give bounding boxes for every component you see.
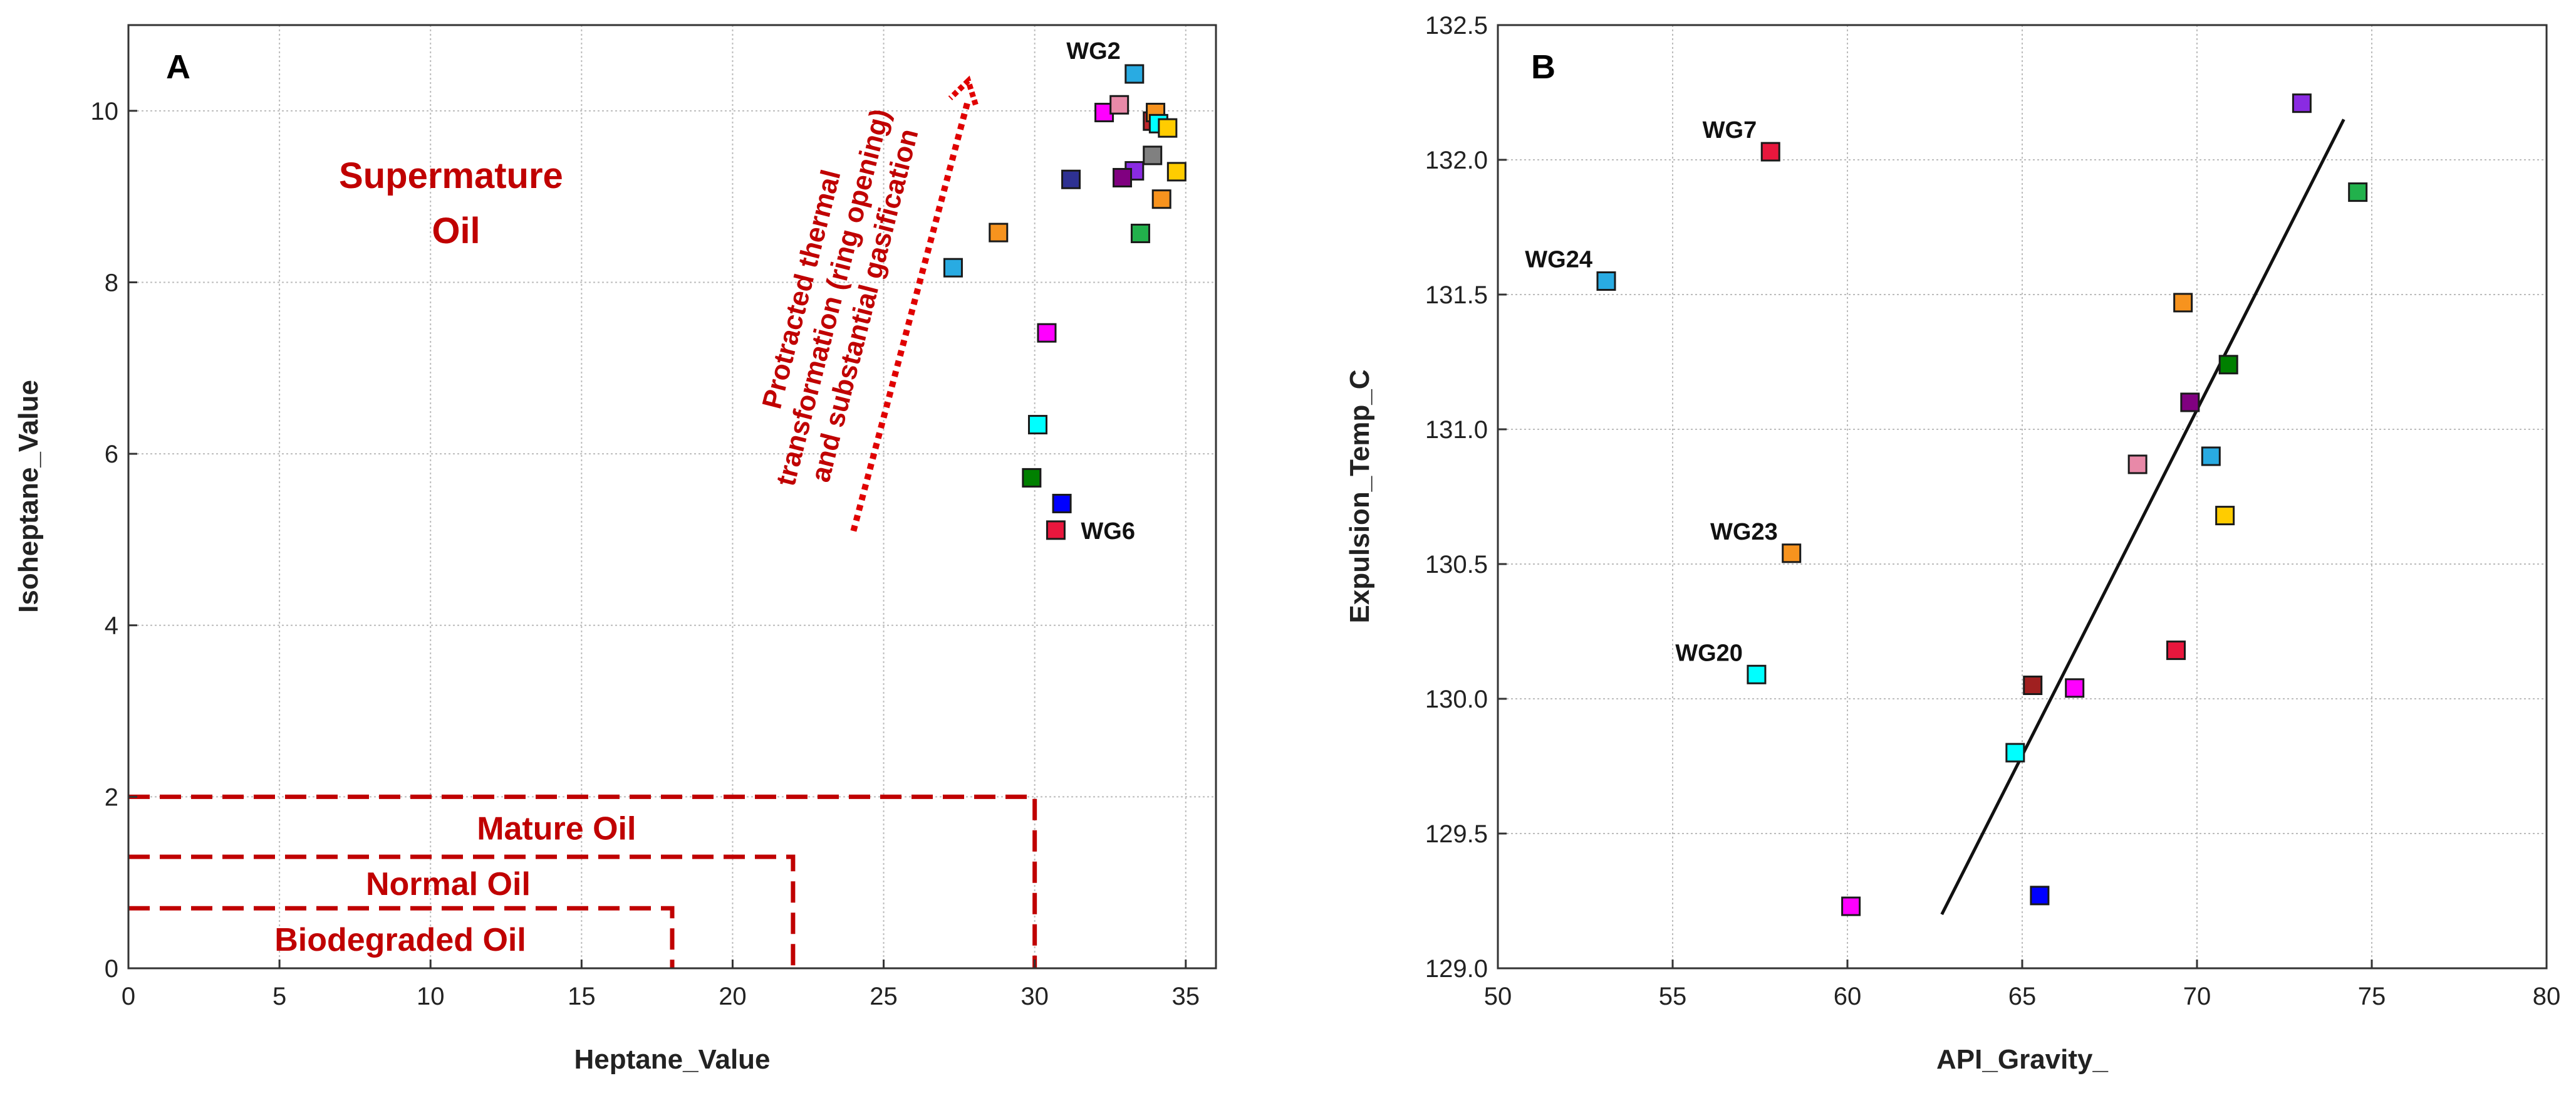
x-tick-label: 5 (273, 983, 286, 1010)
data-point (1022, 468, 1042, 488)
panel-b-ticks: 50 55 60 65 70 75 80 129.0 129.5 130.0 130.5 131.0 1… (1425, 12, 2560, 1010)
region-label: Normal Oil (366, 866, 531, 902)
panel-a-ticks: 0 5 10 15 20 25 30 35 0 2 4 6 8 10 (91, 98, 1200, 1010)
data-point (943, 258, 963, 278)
data-point (2023, 676, 2043, 695)
x-tick-label: 70 (2183, 983, 2211, 1010)
data-point (1596, 271, 1616, 291)
data-point (2065, 678, 2085, 698)
data-point (1760, 142, 1780, 162)
data-point (1782, 543, 1802, 563)
panel-a-label: A (166, 48, 190, 86)
x-tick-label: 0 (122, 983, 135, 1010)
x-tick-label: 20 (719, 983, 747, 1010)
x-tick-label: 35 (1172, 983, 1200, 1010)
data-point (1130, 223, 1150, 243)
zone-label-line-2: Oil (432, 211, 480, 251)
region-boundary (128, 854, 796, 968)
y-tick-label: 129.0 (1425, 955, 1488, 983)
data-point (2127, 454, 2148, 474)
x-tick-label: 50 (1484, 983, 1512, 1010)
y-tick-label: 131.5 (1425, 281, 1488, 309)
panel-b-label: B (1531, 48, 1555, 86)
y-tick-label: 131.0 (1425, 416, 1488, 444)
data-point (1052, 493, 1072, 513)
data-point (1158, 118, 1178, 138)
y-tick-label: 130.5 (1425, 551, 1488, 578)
data-point (1151, 189, 1171, 209)
y-tick-label: 132.5 (1425, 12, 1488, 39)
data-point (1113, 168, 1133, 188)
panel-a-xlabel: Heptane_Value (574, 1044, 770, 1075)
point-label: WG24 (1525, 247, 1592, 273)
panel-a-grid (128, 25, 1216, 968)
data-point (2292, 93, 2312, 113)
data-point (989, 222, 1009, 243)
panel-a-ylabel: Isoheptane_Value (13, 380, 44, 613)
data-point (1061, 169, 1081, 189)
y-tick-label: 129.5 (1425, 820, 1488, 848)
y-tick-label: 132.0 (1425, 147, 1488, 174)
x-tick-label: 10 (417, 983, 445, 1010)
zone-label-line-1: Supermature (339, 155, 563, 196)
region-label: Mature Oil (477, 810, 636, 847)
trend-line (1940, 118, 2345, 916)
y-tick-label: 8 (105, 269, 118, 296)
region-boundary (128, 794, 1037, 968)
point-label: WG2 (1066, 38, 1121, 65)
panel-a-frame (127, 24, 1217, 970)
panel-b-grid (1498, 25, 2547, 968)
data-point (2218, 355, 2238, 375)
data-point (2173, 293, 2193, 313)
x-tick-label: 80 (2533, 983, 2561, 1010)
data-point (1109, 95, 1130, 115)
data-point (1841, 896, 1861, 916)
point-label: WG20 (1675, 640, 1743, 666)
point-label: WG23 (1710, 519, 1778, 545)
panel-a-zone-label: Supermature Oil (339, 155, 573, 251)
data-point (2166, 641, 2186, 661)
x-tick-label: 65 (2008, 983, 2037, 1010)
data-point (2005, 743, 2025, 763)
panel-b: WG24 WG7 WG23 WG20 50 55 60 65 70 75 80 129.0 129.5… (1344, 12, 2560, 1075)
panel-a-regions: Mature Oil Normal Oil Biodegraded Oil (128, 794, 1037, 968)
data-point (1747, 664, 1767, 684)
data-point (1166, 162, 1187, 182)
x-tick-label: 25 (870, 983, 898, 1010)
panel-b-xlabel: API_Gravity_ (1936, 1044, 2108, 1075)
data-point (2201, 446, 2221, 466)
data-point (2215, 506, 2235, 526)
x-tick-label: 60 (1834, 983, 1862, 1010)
x-tick-label: 15 (568, 983, 596, 1010)
panel-b-points: WG24 WG7 WG23 WG20 (1525, 93, 2368, 916)
x-tick-label: 55 (1659, 983, 1687, 1010)
panel-b-trend (1940, 118, 2345, 916)
x-tick-label: 75 (2358, 983, 2386, 1010)
y-tick-label: 130.0 (1425, 686, 1488, 713)
point-label: WG6 (1081, 518, 1135, 545)
y-tick-label: 6 (105, 441, 118, 468)
y-tick-label: 2 (105, 783, 118, 811)
data-point (2180, 392, 2200, 412)
data-point (1037, 323, 1057, 343)
x-tick-label: 30 (1021, 983, 1049, 1010)
data-point (1046, 520, 1066, 540)
y-tick-label: 0 (105, 955, 118, 983)
region-boundary (128, 906, 675, 968)
panel-a-points: WG2 WG6 (943, 38, 1187, 545)
point-label: WG7 (1703, 117, 1757, 144)
data-point (2348, 182, 2368, 202)
y-tick-label: 4 (105, 612, 118, 640)
y-tick-label: 10 (91, 98, 119, 125)
panel-b-ylabel: Expulsion_Temp_C (1344, 369, 1375, 623)
arrow-head (948, 75, 979, 106)
data-point (1124, 64, 1145, 84)
region-label: Biodegraded Oil (274, 922, 526, 958)
data-point (2030, 886, 2050, 906)
data-point (1027, 415, 1047, 435)
data-point (1143, 145, 1163, 165)
